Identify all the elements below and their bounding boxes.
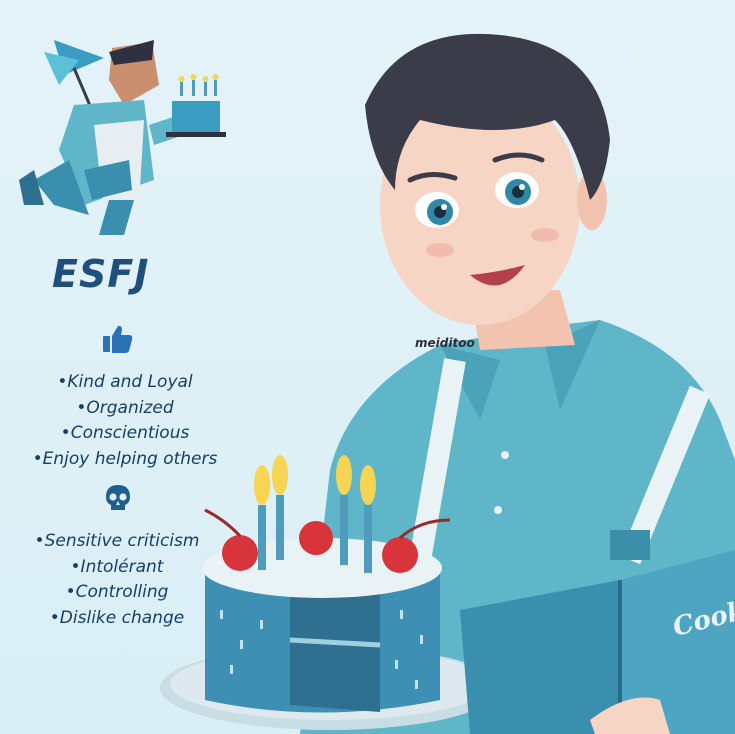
book-cover-text: Cook (670, 596, 735, 643)
artist-watermark: meiditoo (415, 336, 475, 350)
list-item: •Intolérant (70, 556, 164, 577)
weaknesses-list: •Sensitive criticism •Intolérant •Contro… (12, 529, 222, 631)
mascot-illustration (19, 40, 226, 235)
thumbs-up-icon (103, 325, 133, 353)
strengths-list: •Kind and Loyal •Organized •Conscientiou… (20, 370, 230, 472)
skull-icon (106, 485, 130, 510)
list-item: •Enjoy helping others (32, 448, 218, 469)
list-item: •Dislike change (49, 607, 185, 628)
list-item: •Organized (76, 397, 174, 418)
list-item: •Conscientious (60, 423, 190, 443)
list-item: •Sensitive criticism (34, 531, 200, 551)
list-item: •Controlling (65, 582, 169, 602)
book-cover-label: Cook (670, 596, 735, 643)
list-item: •Kind and Loyal (57, 372, 193, 392)
personality-type-title: ESFJ (52, 252, 150, 296)
